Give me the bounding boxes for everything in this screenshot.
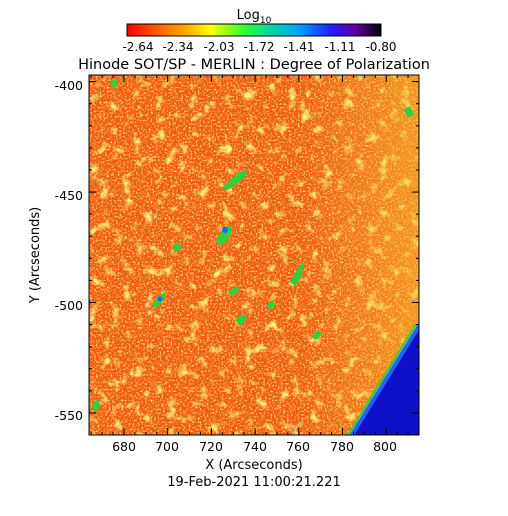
x-axis-label: X (Arcseconds) (205, 458, 302, 473)
x-tick-label: 760 (286, 439, 310, 454)
x-axis-ticks (90, 75, 420, 435)
colorbar-label: Log10 (237, 8, 272, 26)
y-tick-label: -500 (55, 298, 83, 313)
colorbar-tick-label: -1.72 (243, 40, 274, 54)
colorbar (126, 23, 382, 37)
x-tick-label: 680 (112, 439, 136, 454)
colorbar-tick-label: -0.80 (365, 40, 396, 54)
x-tick-label: 800 (373, 439, 397, 454)
plot-frame (88, 74, 420, 436)
y-tick-label: -550 (55, 408, 83, 423)
colorbar-tick-label: -2.64 (122, 40, 153, 54)
timestamp: 19-Feb-2021 11:00:21.221 (167, 475, 341, 490)
colorbar-tick-label: -2.34 (162, 40, 193, 54)
x-tick-label: 720 (199, 439, 223, 454)
x-tick-label: 700 (155, 439, 179, 454)
colorbar-tick-label: -1.41 (283, 40, 314, 54)
y-tick-label: -450 (55, 188, 83, 203)
active-region-patches (92, 78, 414, 412)
colorbar-tick-label: -1.11 (324, 40, 355, 54)
x-tick-label: 740 (243, 439, 267, 454)
x-tick-label: 780 (330, 439, 354, 454)
colorbar-ticks: -2.64 -2.34 -2.03 -1.72 -1.41 -1.11 -0.8… (122, 40, 396, 54)
polarization-map (89, 75, 419, 435)
off-limb-region (347, 323, 419, 435)
x-axis-tick-labels: 680 700 720 740 760 780 800 (112, 439, 397, 454)
y-tick-label: -400 (55, 78, 83, 93)
y-axis-tick-labels: -400 -450 -500 -550 (55, 78, 83, 423)
figure-title: Hinode SOT/SP - MERLIN : Degree of Polar… (78, 57, 430, 73)
y-axis-ticks (89, 81, 419, 436)
colorbar-tick-label: -2.03 (203, 40, 234, 54)
y-axis-label: Y (Arcseconds) (28, 207, 43, 304)
